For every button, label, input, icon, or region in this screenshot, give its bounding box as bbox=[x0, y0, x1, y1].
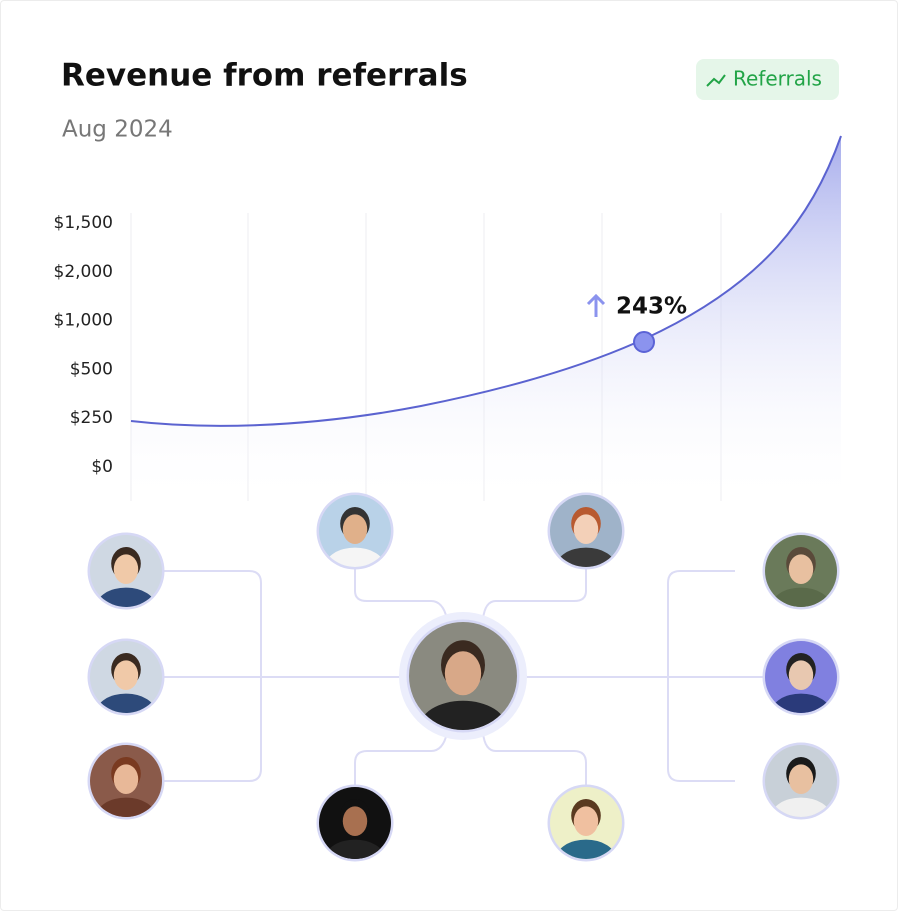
y-axis-label: $250 bbox=[70, 408, 113, 428]
avatar-body bbox=[325, 839, 385, 859]
area bbox=[131, 136, 841, 506]
avatar bbox=[90, 641, 162, 713]
badge-icon bbox=[706, 74, 726, 87]
point bbox=[633, 331, 655, 353]
badge[interactable] bbox=[696, 59, 839, 100]
y-axis-label: $1,500 bbox=[54, 213, 113, 233]
avatar bbox=[90, 745, 162, 817]
avatar-body bbox=[96, 587, 156, 607]
avatar bbox=[765, 535, 837, 607]
y-axis-label: $1,000 bbox=[54, 311, 113, 331]
avatar bbox=[765, 641, 837, 713]
y-axis-label: $0 bbox=[91, 457, 113, 477]
avatar-face bbox=[788, 554, 814, 584]
subtitle: Aug 2024 bbox=[62, 117, 173, 143]
avatar-face bbox=[788, 764, 814, 794]
avatar-face bbox=[444, 651, 482, 696]
avatar bbox=[319, 495, 391, 567]
avatar-body bbox=[325, 547, 385, 567]
avatar bbox=[550, 495, 622, 567]
avatar bbox=[550, 787, 622, 859]
arrow-up bbox=[586, 293, 606, 317]
avatar-body bbox=[419, 700, 507, 730]
avatar-body bbox=[556, 547, 616, 567]
avatar-face bbox=[113, 660, 139, 690]
connectors bbox=[163, 569, 763, 785]
avatar-face bbox=[788, 660, 814, 690]
y-axis-label: $500 bbox=[70, 359, 113, 379]
avatar-body bbox=[771, 587, 831, 607]
avatar-face bbox=[342, 806, 368, 836]
curve bbox=[130, 135, 842, 427]
avatar-face bbox=[113, 554, 139, 584]
y-axis-label: $2,000 bbox=[54, 262, 113, 282]
avatar bbox=[409, 622, 517, 730]
avatar-face bbox=[342, 514, 368, 544]
avatar-face bbox=[113, 764, 139, 794]
title: Revenue from referrals bbox=[61, 58, 468, 94]
badge-label[interactable]: Referrals bbox=[733, 67, 822, 91]
annotation: 243% bbox=[616, 294, 687, 320]
avatar-body bbox=[771, 693, 831, 713]
avatar bbox=[319, 787, 391, 859]
avatar-face bbox=[573, 514, 599, 544]
avatar bbox=[90, 535, 162, 607]
avatar-body bbox=[771, 797, 831, 817]
avatar-body bbox=[556, 839, 616, 859]
avatar-body bbox=[96, 693, 156, 713]
avatar bbox=[765, 745, 837, 817]
avatar-face bbox=[573, 806, 599, 836]
avatar-body bbox=[96, 797, 156, 817]
